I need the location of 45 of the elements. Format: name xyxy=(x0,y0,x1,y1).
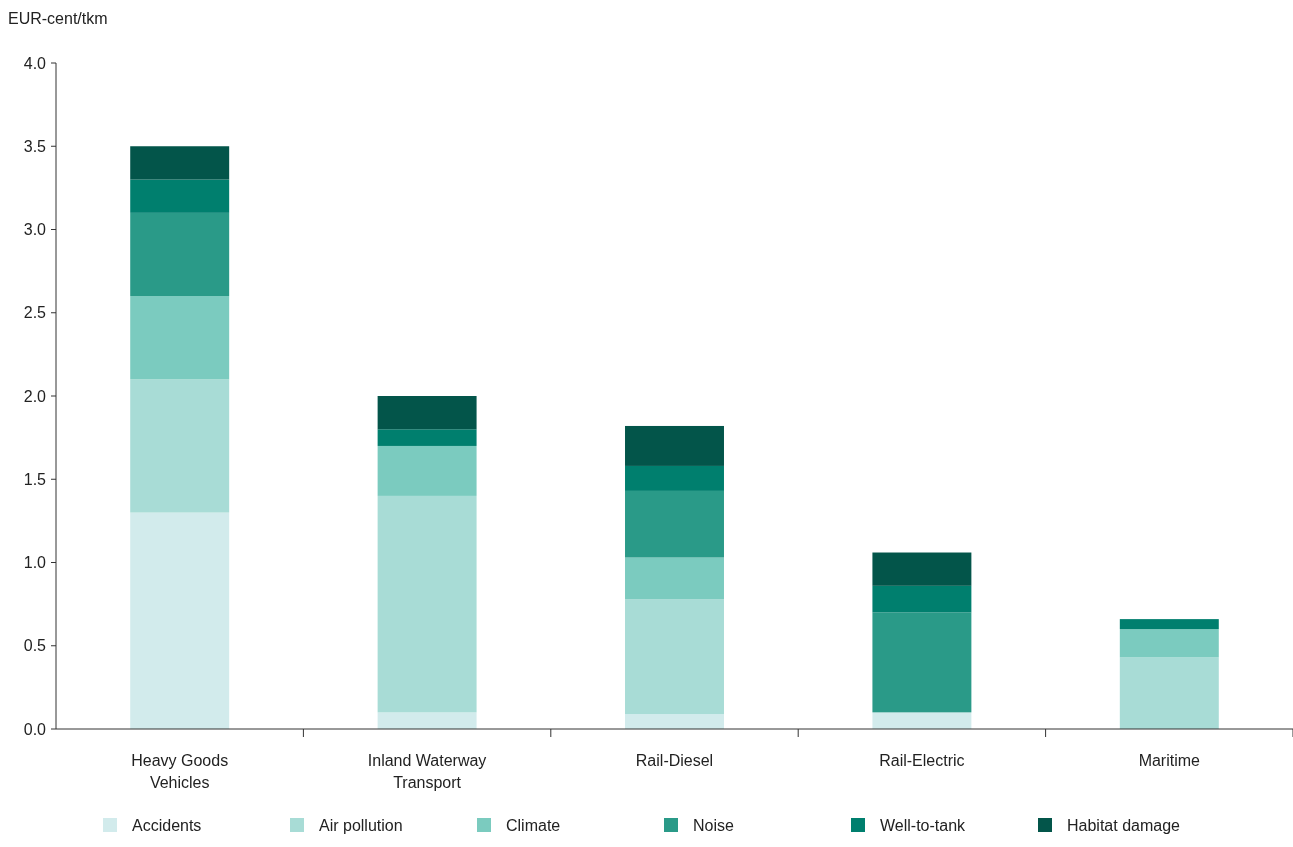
legend-label: Climate xyxy=(506,817,561,834)
y-tick-label: 0.5 xyxy=(23,637,47,655)
bar xyxy=(872,712,972,729)
bar xyxy=(130,212,230,297)
y-tick-label: 4.0 xyxy=(23,54,47,72)
bar xyxy=(377,429,477,446)
bar xyxy=(130,146,230,180)
bar xyxy=(625,465,724,491)
x-tick-label: Rail-Diesel xyxy=(635,752,714,769)
y-tick-label: 1.0 xyxy=(23,554,47,572)
bar xyxy=(377,495,477,713)
bar xyxy=(872,552,972,586)
x-tick-label: Inland Waterway Transport xyxy=(367,752,487,791)
bar xyxy=(130,179,230,213)
bar xyxy=(1119,657,1219,729)
legend-label: Accidents xyxy=(132,817,202,834)
y-tick-label: 3.5 xyxy=(23,137,47,155)
bar xyxy=(1119,619,1219,630)
bar xyxy=(377,712,477,729)
legend-label: Habitat damage xyxy=(1067,817,1181,834)
bar xyxy=(625,714,724,729)
y-tick-label: 2.5 xyxy=(23,304,47,322)
y-tick-label: 3.0 xyxy=(23,221,47,239)
x-tick-label: Rail-Electric xyxy=(879,752,965,769)
y-tick-label: 2.0 xyxy=(23,387,47,405)
legend-label: Air pollution xyxy=(319,817,403,834)
x-tick-label: Maritime xyxy=(1138,752,1201,769)
y-tick-label: 1.5 xyxy=(23,470,47,488)
bar xyxy=(625,557,724,600)
bar xyxy=(625,490,724,558)
bar xyxy=(1119,629,1219,658)
bar xyxy=(377,396,477,430)
bar xyxy=(130,379,230,513)
x-tick-label: Heavy Goods Vehicles xyxy=(131,752,229,791)
bar xyxy=(625,425,724,466)
bar xyxy=(130,512,230,729)
y-axis-title: EUR-cent/tkm xyxy=(8,10,108,27)
y-tick-label: 0.0 xyxy=(23,720,47,738)
bar xyxy=(872,585,972,613)
legend-label: Noise xyxy=(693,817,735,834)
bar xyxy=(625,599,724,715)
bar xyxy=(377,445,477,496)
bar xyxy=(872,612,972,713)
bar xyxy=(130,296,230,380)
legend-label: Well-to-tank xyxy=(880,817,967,834)
